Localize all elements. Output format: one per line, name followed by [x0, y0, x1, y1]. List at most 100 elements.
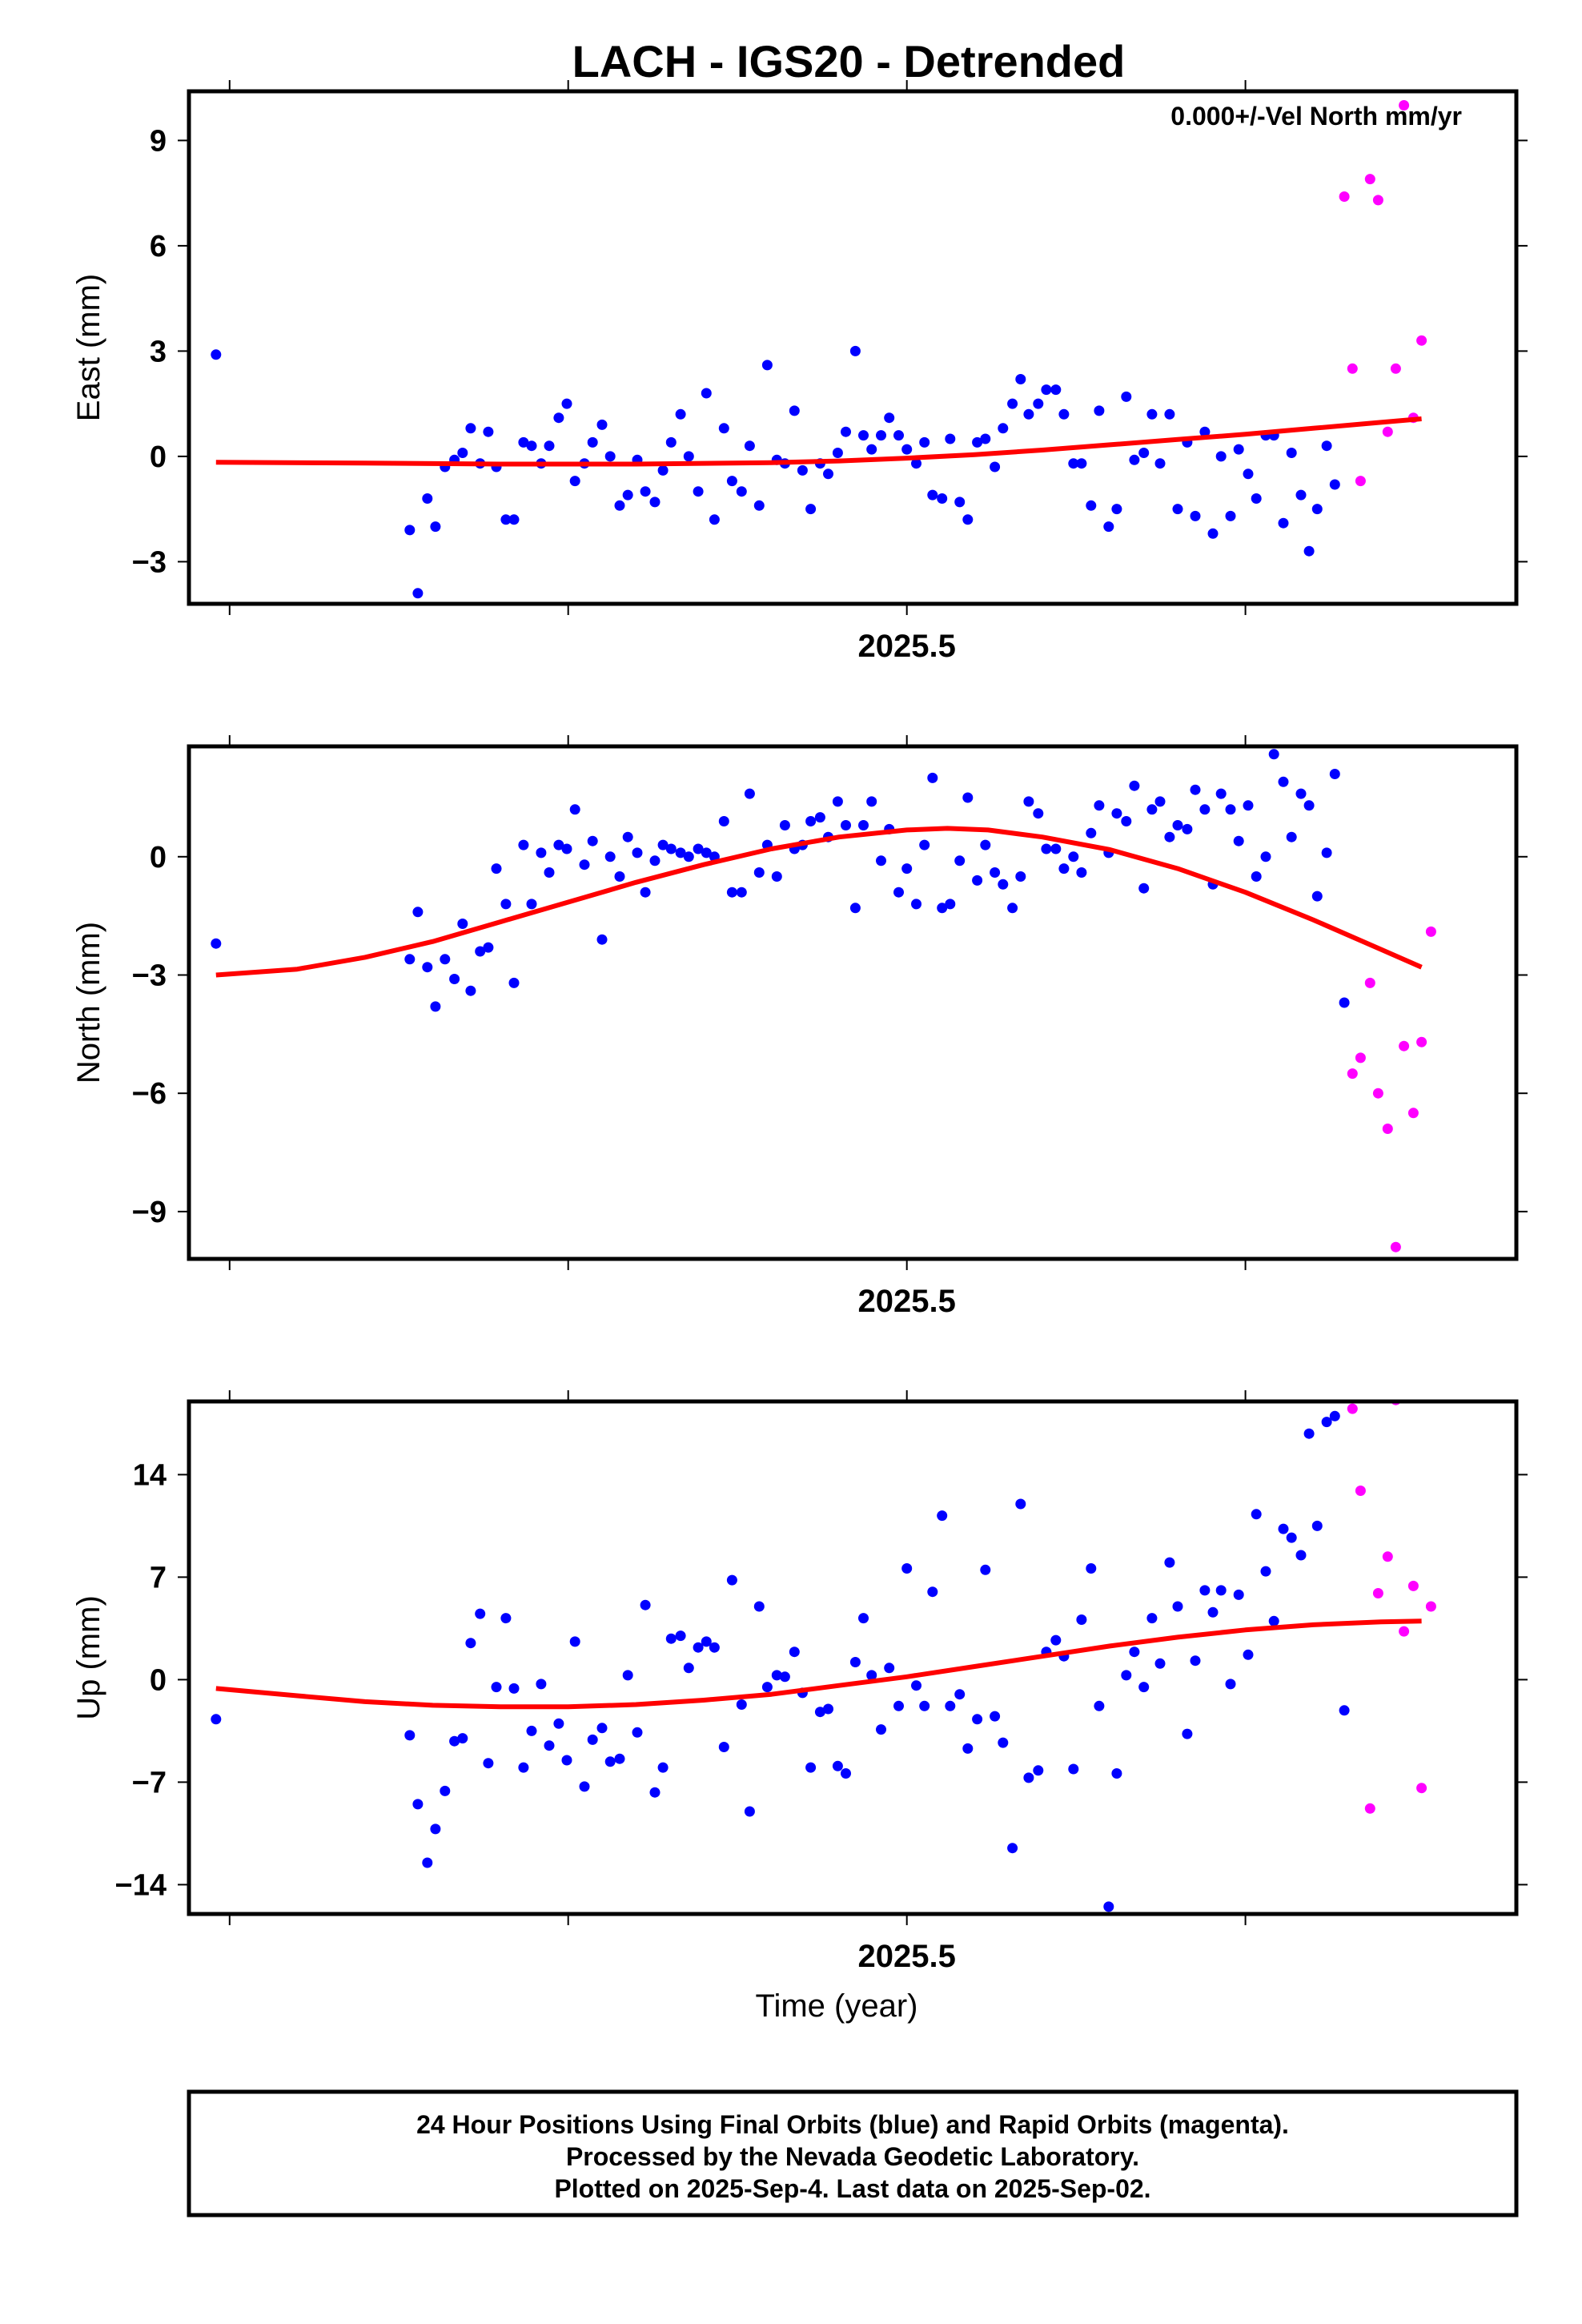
final-orbit-point [858, 430, 869, 441]
final-orbit-point [526, 440, 537, 452]
final-orbit-point [457, 448, 468, 458]
final-orbit-point [412, 588, 424, 599]
final-orbit-point [404, 525, 416, 536]
final-orbit-point [832, 448, 843, 458]
y-axis-label: East (mm) [71, 274, 106, 421]
final-orbit-point [1146, 804, 1158, 815]
final-orbit-point [1050, 384, 1062, 396]
final-orbit-point [1215, 1585, 1227, 1596]
final-orbit-point [1050, 843, 1062, 854]
final-orbit-point [1121, 816, 1132, 826]
rapid-orbit-point [1390, 1241, 1401, 1252]
final-orbit-point [797, 464, 808, 476]
final-orbit-point [1329, 769, 1340, 779]
final-orbit-point [657, 464, 669, 476]
final-orbit-point [718, 1742, 729, 1752]
final-orbit-point [858, 820, 869, 830]
final-orbit-point [622, 1670, 633, 1681]
final-orbit-point [518, 839, 529, 850]
plot-area [211, 1401, 1436, 1912]
final-orbit-point [761, 360, 773, 371]
final-orbit-point [823, 1703, 833, 1715]
final-orbit-point [1068, 1763, 1079, 1775]
final-orbit-point [1260, 851, 1271, 862]
final-orbit-point [709, 1642, 720, 1653]
final-orbit-point [1260, 1566, 1271, 1577]
final-orbit-point [675, 408, 686, 420]
y-tick-label: −7 [132, 1766, 167, 1799]
y-tick-label: 6 [150, 230, 167, 263]
y-tick-label: 0 [150, 841, 167, 875]
final-orbit-point [1154, 458, 1166, 469]
final-orbit-point [553, 839, 564, 850]
final-orbit-point [587, 436, 598, 448]
final-orbit-point [632, 1727, 643, 1738]
final-orbit-point [1268, 749, 1279, 760]
plot-frame [187, 744, 1519, 1261]
final-orbit-point [211, 349, 222, 360]
final-orbit-point [632, 847, 643, 858]
final-orbit-point [412, 907, 424, 918]
plot-area [211, 100, 1427, 599]
rapid-orbit-point [1372, 1588, 1383, 1598]
final-orbit-point [726, 887, 737, 898]
final-orbit-point [1251, 1509, 1262, 1520]
final-orbit-point [1138, 1682, 1150, 1693]
final-orbit-point [1225, 510, 1236, 521]
final-orbit-point [876, 1724, 886, 1735]
final-orbit-point [587, 1734, 598, 1745]
final-orbit-point [649, 497, 661, 508]
final-orbit-point [561, 1755, 572, 1766]
final-orbit-point [1339, 997, 1350, 1008]
final-orbit-point [954, 497, 966, 508]
final-orbit-point [805, 504, 817, 515]
final-orbit-point [1199, 1585, 1211, 1596]
rapid-orbit-point [1347, 1068, 1358, 1080]
final-orbit-point [596, 1723, 608, 1734]
final-orbit-point [1295, 788, 1307, 799]
final-orbit-point [1164, 831, 1175, 842]
x-tick-label: 2025.5 [858, 629, 956, 664]
final-orbit-point [1058, 408, 1070, 420]
y-tick-label: −9 [132, 1196, 167, 1229]
final-orbit-point [1295, 489, 1307, 501]
final-orbit-point [718, 816, 729, 826]
final-orbit-point [980, 839, 991, 850]
rapid-orbit-point [1399, 1040, 1410, 1051]
rapid-orbit-point [1355, 1052, 1366, 1063]
final-orbit-point [544, 1740, 555, 1751]
final-orbit-point [569, 476, 580, 487]
rapid-orbit-point [1364, 977, 1375, 988]
rapid-orbit-point [1407, 1580, 1419, 1591]
final-orbit-point [709, 514, 720, 525]
final-orbit-point [1303, 800, 1315, 811]
figure-title: LACH - IGS20 - Detrended [572, 36, 1126, 86]
final-orbit-point [1007, 1843, 1018, 1854]
final-orbit-point [753, 1601, 765, 1612]
final-orbit-point [866, 444, 877, 455]
final-orbit-point [508, 977, 520, 988]
final-orbit-point [412, 1799, 424, 1810]
final-orbit-point [1321, 440, 1332, 452]
final-orbit-point [962, 1743, 974, 1754]
final-orbit-point [866, 1670, 877, 1681]
final-orbit-point [500, 1613, 512, 1624]
final-orbit-point [1278, 517, 1289, 529]
final-orbit-point [518, 1762, 529, 1773]
final-orbit-point [1023, 796, 1034, 807]
final-orbit-point [771, 1670, 782, 1681]
final-orbit-point [1094, 1700, 1105, 1711]
final-orbit-point [693, 843, 704, 854]
final-orbit-point [884, 412, 895, 424]
y-tick-label: −14 [115, 1868, 167, 1902]
final-orbit-point [518, 436, 529, 448]
final-orbit-point [1086, 827, 1097, 838]
footer-line-2: Processed by the Nevada Geodetic Laborat… [566, 2142, 1139, 2171]
final-orbit-point [726, 1574, 737, 1586]
velocity-annotation: 0.000+/-Vel North mm/yr [1170, 102, 1462, 131]
final-orbit-point [736, 887, 747, 898]
final-orbit-point [404, 954, 416, 965]
final-orbit-point [683, 1663, 694, 1674]
final-orbit-point [1129, 1647, 1140, 1658]
